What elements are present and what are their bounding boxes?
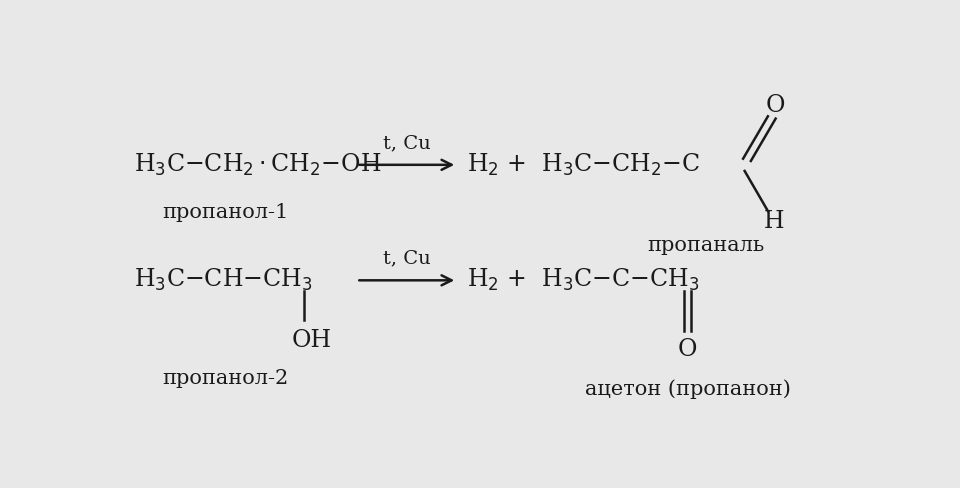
- Text: H$_2$ $+$  H$_3$C$-$C$-$CH$_3$: H$_2$ $+$ H$_3$C$-$C$-$CH$_3$: [468, 267, 700, 293]
- Text: H$_3$C$-$CH$_2\cdot$CH$_2$$-$OH: H$_3$C$-$CH$_2\cdot$CH$_2$$-$OH: [134, 152, 381, 178]
- Text: H$_2$ $+$  H$_3$C$-$CH$_2$$-$C: H$_2$ $+$ H$_3$C$-$CH$_2$$-$C: [468, 152, 700, 178]
- Text: пропаналь: пропаналь: [647, 236, 764, 255]
- Text: пропанол-2: пропанол-2: [162, 369, 289, 388]
- Text: H$_3$C$-$CH$-$CH$_3$: H$_3$C$-$CH$-$CH$_3$: [134, 267, 312, 293]
- Text: O: O: [765, 94, 784, 117]
- Text: OH: OH: [292, 329, 332, 352]
- Text: пропанол-1: пропанол-1: [162, 203, 289, 222]
- Text: ацетон (пропанон): ацетон (пропанон): [585, 380, 791, 400]
- Text: t, Cu: t, Cu: [383, 250, 431, 268]
- Text: t, Cu: t, Cu: [383, 134, 431, 152]
- Text: O: O: [678, 338, 697, 361]
- Text: H: H: [764, 210, 784, 233]
